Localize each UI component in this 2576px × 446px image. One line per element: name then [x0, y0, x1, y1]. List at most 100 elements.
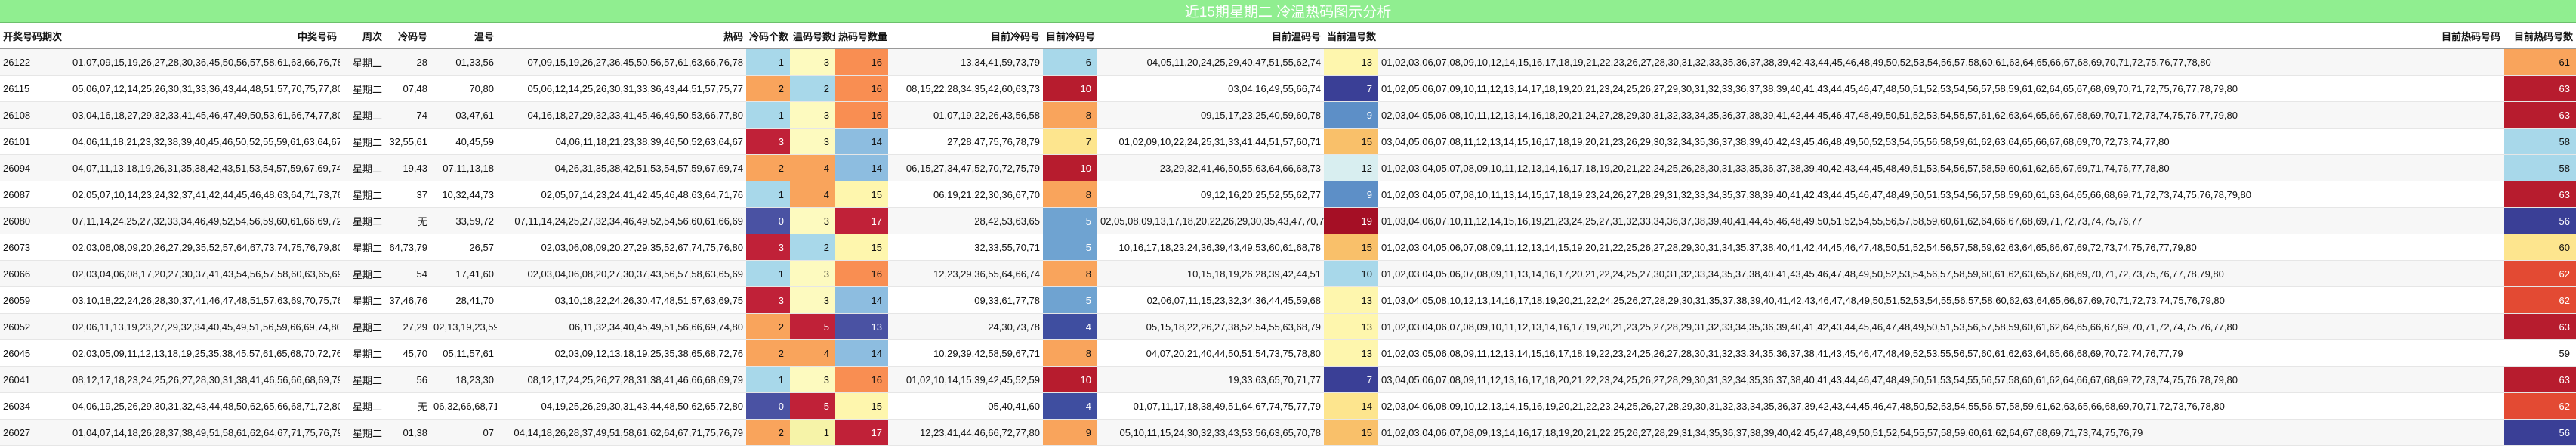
cell-current-cold: 01,07,19,22,26,43,56,58: [888, 101, 1043, 129]
cell-weekday: 星期二: [340, 234, 385, 261]
cell-current-cold: 06,19,21,22,30,36,67,70: [888, 181, 1043, 208]
cell-weekday: 星期二: [340, 366, 385, 393]
cell-warm-numbers: 33,59,72: [430, 207, 497, 234]
col-header-winning-numbers[interactable]: 中奖号码: [69, 23, 340, 49]
cell-current-warm: 09,12,16,20,25,52,55,62,77: [1097, 181, 1324, 208]
cell-winning-numbers: 07,11,14,24,25,27,32,33,34,46,49,52,54,5…: [69, 207, 340, 234]
cell-cold-count: 3: [746, 234, 790, 261]
cell-warm-count: 3: [790, 48, 835, 76]
col-header-warm-numbers[interactable]: 温号: [430, 23, 497, 49]
cell-current-cold: 13,34,41,59,73,79: [888, 48, 1043, 76]
cell-winning-numbers: 04,06,19,25,26,29,30,31,32,43,44,48,50,6…: [69, 392, 340, 420]
cell-current-cold: 09,33,61,77,78: [888, 286, 1043, 314]
col-header-current-cold-count[interactable]: 目前冷码号: [1043, 23, 1097, 49]
col-header-current-hot[interactable]: 目前热码号码: [1378, 23, 2504, 49]
cell-issue: 26101: [0, 128, 69, 155]
cell-hot-count: 16: [835, 75, 888, 102]
cell-cold-count: 3: [746, 286, 790, 314]
table-row: 26045 02,03,05,09,11,12,13,18,19,25,35,38…: [0, 339, 2576, 367]
cell-hot-count: 16: [835, 366, 888, 393]
cell-current-hot: 03,04,05,06,07,08,11,12,13,14,15,16,17,1…: [1378, 128, 2504, 155]
cell-current-warm: 05,15,18,22,26,27,38,52,54,55,63,68,79: [1097, 313, 1324, 340]
cell-current-warm-count: 13: [1324, 339, 1378, 367]
cell-weekday: 星期二: [340, 181, 385, 208]
analysis-table: 开奖号码期次 中奖号码 周次 冷码号 温号 热码 冷码个数 温码号数量 热码号数…: [0, 23, 2576, 446]
col-header-weekday[interactable]: 周次: [340, 23, 385, 49]
col-header-hot-numbers[interactable]: 热码: [497, 23, 746, 49]
cell-warm-count: 2: [790, 75, 835, 102]
cell-cold-numbers: 无: [385, 392, 430, 420]
cell-current-cold: 12,23,29,36,55,64,66,74: [888, 260, 1043, 287]
cell-warm-numbers: 70,80: [430, 75, 497, 102]
cell-hot-count: 16: [835, 48, 888, 76]
cell-warm-numbers: 10,32,44,73: [430, 181, 497, 208]
cell-current-cold-count: 8: [1043, 260, 1097, 287]
cell-current-warm: 23,29,32,41,46,50,55,63,64,66,68,73: [1097, 154, 1324, 181]
cell-winning-numbers: 01,07,09,15,19,26,27,28,30,36,45,50,56,5…: [69, 48, 340, 76]
cell-weekday: 星期二: [340, 128, 385, 155]
cell-current-hot-count: 63: [2504, 101, 2576, 129]
cell-warm-numbers: 40,45,59: [430, 128, 497, 155]
cell-warm-numbers: 02,13,19,23,59: [430, 313, 497, 340]
cell-cold-numbers: 27,29: [385, 313, 430, 340]
cell-current-hot: 01,03,04,06,07,10,11,12,14,15,16,19,21,2…: [1378, 207, 2504, 234]
col-header-warm-count[interactable]: 温码号数量: [790, 23, 835, 49]
cell-warm-numbers: 05,11,57,61: [430, 339, 497, 367]
cell-current-warm-count: 10: [1324, 260, 1378, 287]
cell-hot-numbers: 06,11,32,34,40,45,49,51,56,66,69,74,80: [497, 313, 746, 340]
cell-current-cold-count: 8: [1043, 101, 1097, 129]
col-header-current-warm-count[interactable]: 当前温号数: [1324, 23, 1378, 49]
cell-cold-count: 0: [746, 392, 790, 420]
col-header-current-cold[interactable]: 目前冷码号: [888, 23, 1043, 49]
table-row: 26052 02,06,11,13,19,23,27,29,32,34,40,45…: [0, 313, 2576, 340]
cell-current-hot-count: 60: [2504, 234, 2576, 261]
col-header-current-hot-count[interactable]: 目前热码号数: [2504, 23, 2576, 49]
cell-current-warm: 03,04,16,49,55,66,74: [1097, 75, 1324, 102]
cell-weekday: 星期二: [340, 339, 385, 367]
cell-current-cold: 01,02,10,14,15,39,42,45,52,59: [888, 366, 1043, 393]
cell-current-hot: 03,04,05,06,07,08,09,11,12,13,16,17,18,2…: [1378, 366, 2504, 393]
col-header-issue[interactable]: 开奖号码期次: [0, 23, 69, 49]
cell-hot-count: 15: [835, 181, 888, 208]
table-row: 26059 03,10,18,22,24,26,28,30,37,41,46,47…: [0, 286, 2576, 314]
cell-current-warm: 01,07,11,17,18,38,49,51,64,67,74,75,77,7…: [1097, 392, 1324, 420]
cell-current-warm: 09,15,17,23,25,40,59,60,78: [1097, 101, 1324, 129]
cell-warm-count: 3: [790, 207, 835, 234]
cell-current-cold: 12,23,41,44,46,66,72,77,80: [888, 419, 1043, 446]
table-row: 26034 04,06,19,25,26,29,30,31,32,43,44,48…: [0, 392, 2576, 420]
table-row: 26101 04,06,11,18,21,23,32,38,39,40,45,46…: [0, 128, 2576, 155]
cell-hot-count: 14: [835, 154, 888, 181]
col-header-current-warm[interactable]: 目前温码号: [1097, 23, 1324, 49]
cell-hot-numbers: 02,03,06,08,09,20,27,29,35,52,67,74,75,7…: [497, 234, 746, 261]
cell-current-cold-count: 10: [1043, 75, 1097, 102]
cell-warm-count: 5: [790, 392, 835, 420]
cell-cold-count: 2: [746, 339, 790, 367]
cell-current-hot: 01,03,04,05,08,10,12,13,14,16,17,18,19,2…: [1378, 286, 2504, 314]
table-body: 26122 01,07,09,15,19,26,27,28,30,36,45,50…: [0, 48, 2576, 446]
cell-issue: 26027: [0, 419, 69, 446]
cell-cold-numbers: 64,73,79: [385, 234, 430, 261]
cell-current-hot-count: 58: [2504, 128, 2576, 155]
col-header-cold-numbers[interactable]: 冷码号: [385, 23, 430, 49]
cell-current-cold-count: 8: [1043, 339, 1097, 367]
table-row: 26108 03,04,16,18,27,29,32,33,41,45,46,47…: [0, 101, 2576, 129]
cell-hot-numbers: 04,06,11,18,21,23,38,39,46,50,52,63,64,6…: [497, 128, 746, 155]
cell-weekday: 星期二: [340, 260, 385, 287]
cell-winning-numbers: 01,04,07,14,18,26,28,37,38,49,51,58,61,6…: [69, 419, 340, 446]
cell-warm-numbers: 03,47,61: [430, 101, 497, 129]
cell-issue: 26045: [0, 339, 69, 367]
cell-weekday: 星期二: [340, 313, 385, 340]
cell-current-hot-count: 56: [2504, 207, 2576, 234]
cell-current-hot: 01,02,03,04,06,07,08,09,13,14,16,17,18,1…: [1378, 419, 2504, 446]
cell-winning-numbers: 04,06,11,18,21,23,32,38,39,40,45,46,50,5…: [69, 128, 340, 155]
cell-current-warm-count: 13: [1324, 286, 1378, 314]
cell-weekday: 星期二: [340, 419, 385, 446]
cell-cold-numbers: 19,43: [385, 154, 430, 181]
col-header-hot-count[interactable]: 热码号数量: [835, 23, 888, 49]
cell-hot-numbers: 07,09,15,19,26,27,36,45,50,56,57,61,63,6…: [497, 48, 746, 76]
table-row: 26122 01,07,09,15,19,26,27,28,30,36,45,50…: [0, 48, 2576, 76]
col-header-cold-count[interactable]: 冷码个数: [746, 23, 790, 49]
cell-current-cold: 05,40,41,60: [888, 392, 1043, 420]
cell-current-cold: 10,29,39,42,58,59,67,71: [888, 339, 1043, 367]
cell-cold-count: 2: [746, 419, 790, 446]
